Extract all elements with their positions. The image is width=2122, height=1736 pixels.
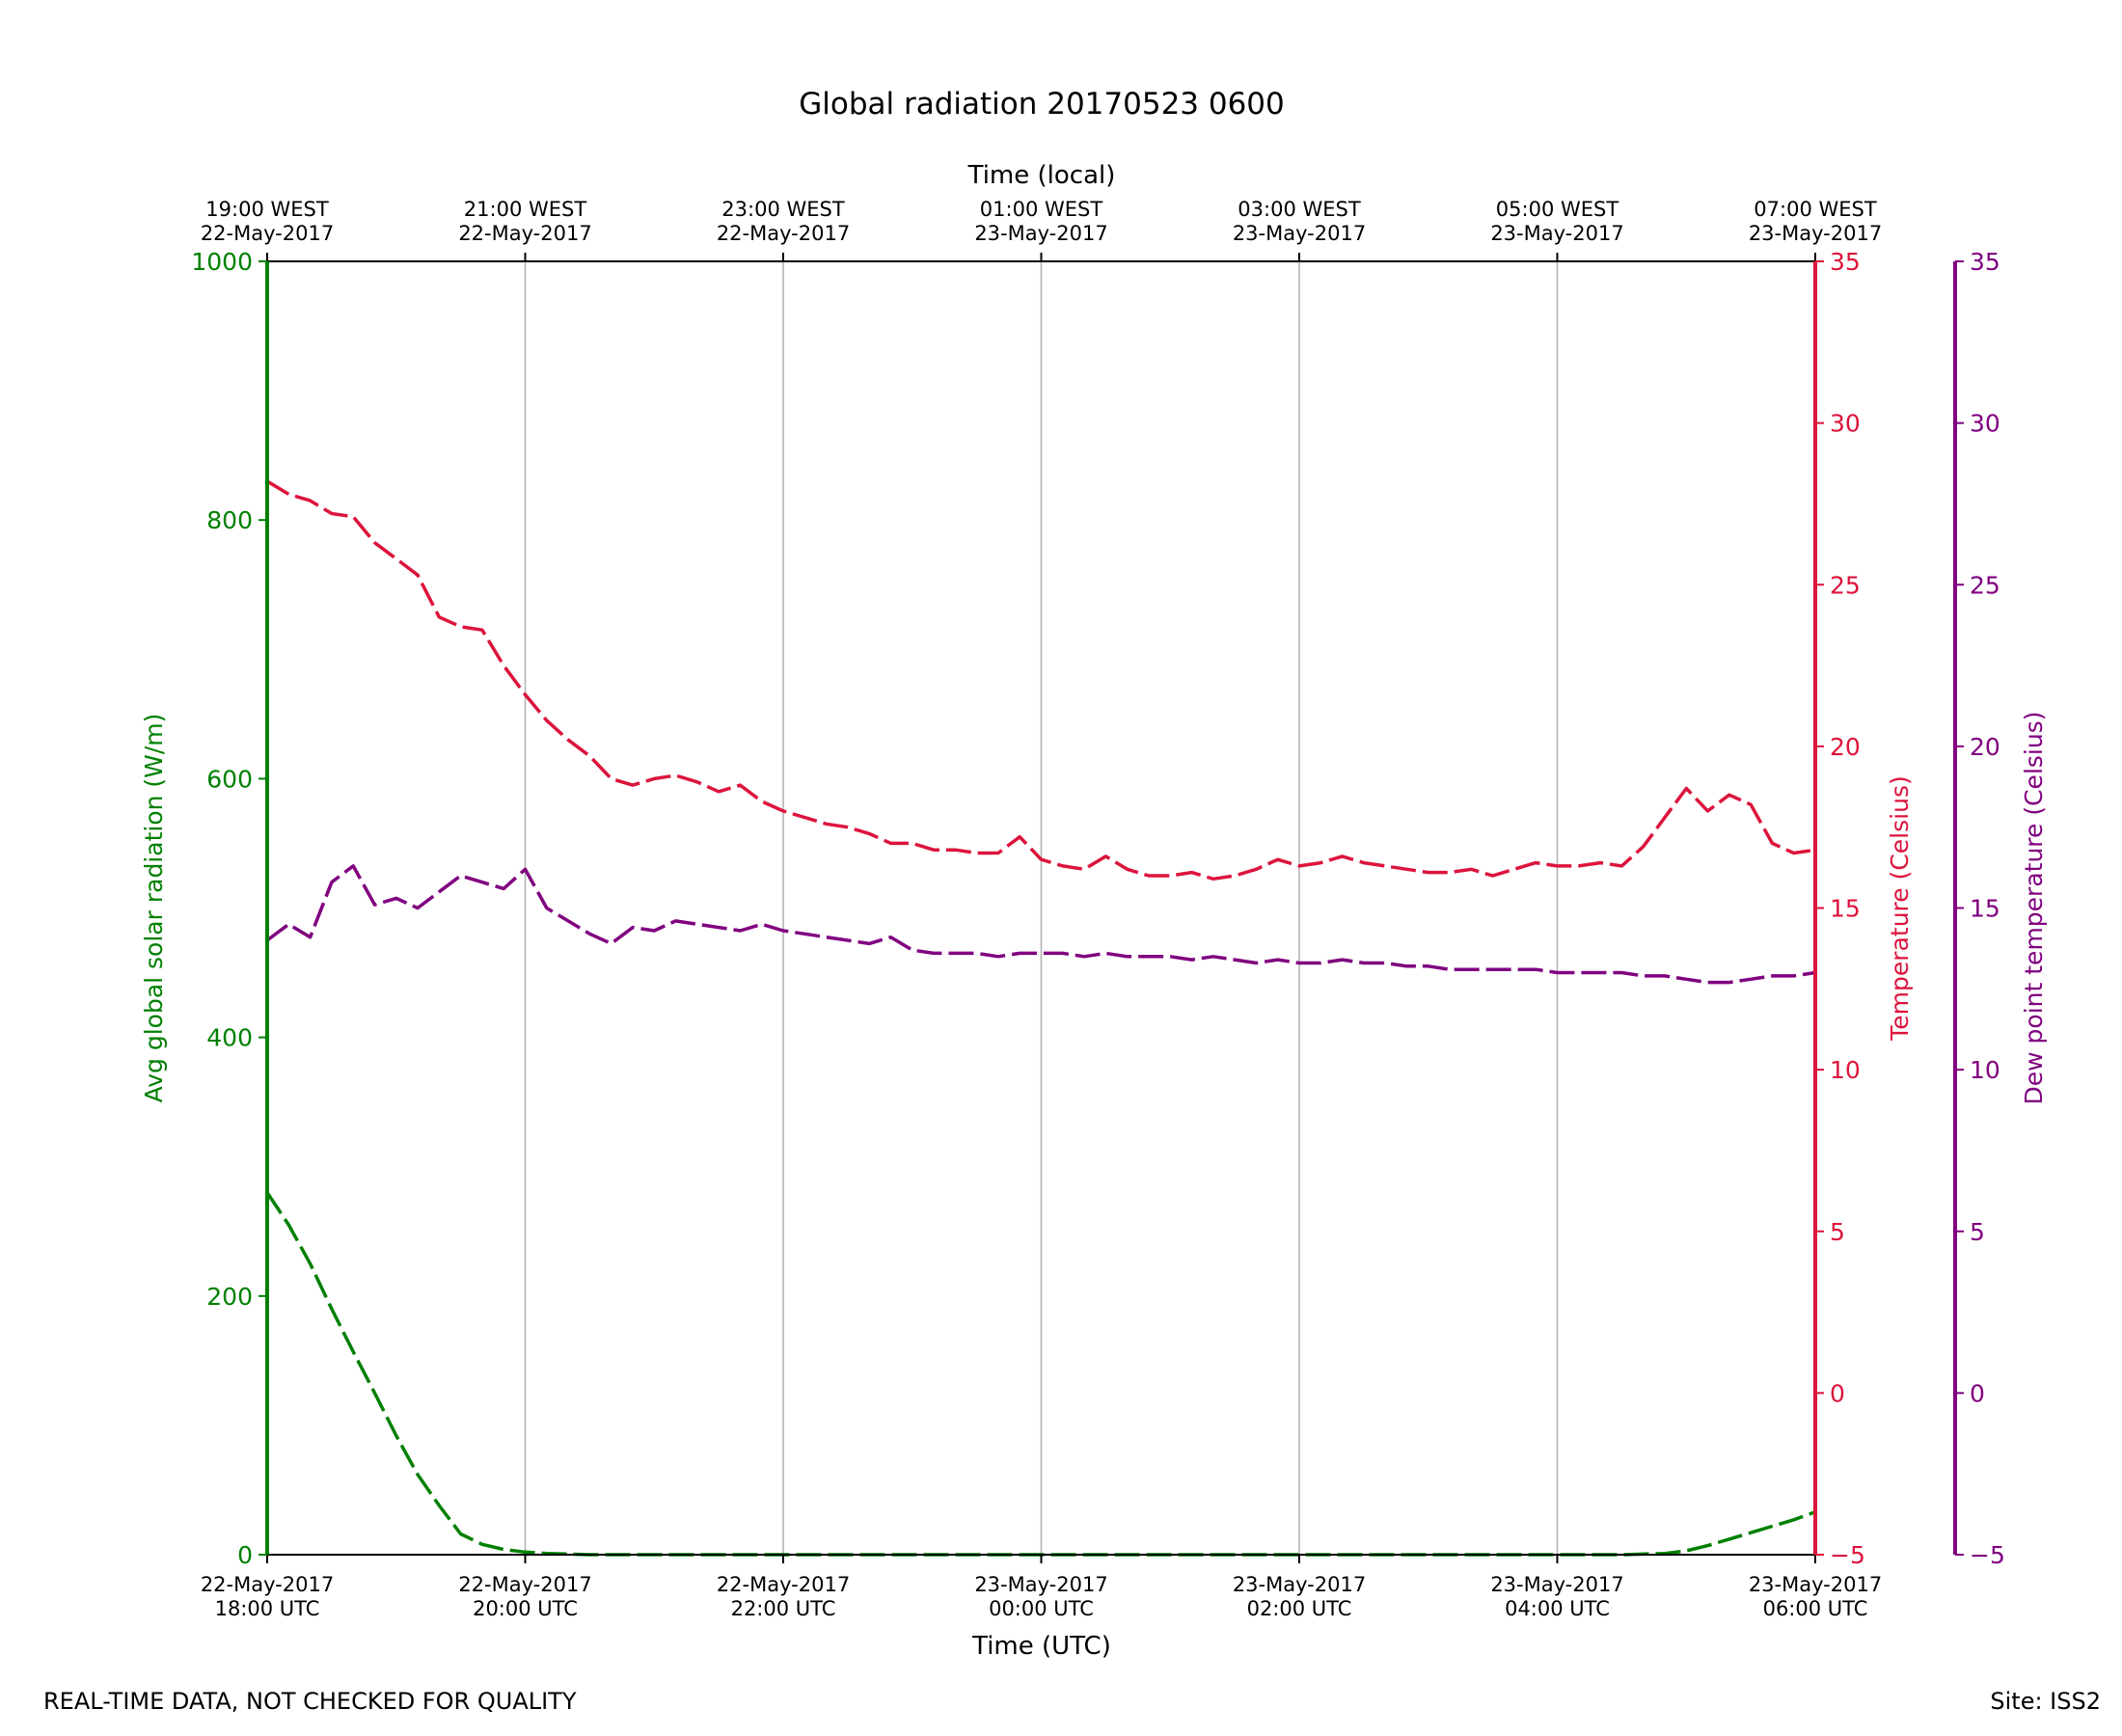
temperature-tick-label: 10	[1830, 1056, 1861, 1084]
x-tick-label-local-time: 03:00 WEST	[1238, 198, 1361, 221]
x-tick-label-utc-date: 23-May-2017	[1490, 1573, 1623, 1596]
radiation-axis-label: Avg global solar radiation (W/m)	[140, 714, 168, 1103]
temperature-tick-label: 25	[1830, 571, 1861, 599]
top-x-axis-label: Time (local)	[967, 161, 1116, 190]
x-tick-label-local-date: 22-May-2017	[201, 222, 334, 245]
x-tick-label-local-time: 19:00 WEST	[205, 198, 329, 221]
series-line-temperature	[266, 479, 1816, 882]
x-tick-label-utc-time: 22:00 UTC	[731, 1597, 836, 1620]
site-label: Site: ISS2	[1990, 1688, 2101, 1715]
temperature-tick-label: 35	[1830, 248, 1861, 276]
dewpoint-tick-label: −5	[1970, 1541, 2005, 1569]
radiation-tick-label: 0	[237, 1541, 253, 1569]
x-tick-label-utc-date: 23-May-2017	[974, 1573, 1107, 1596]
x-tick-label-utc-time: 20:00 UTC	[473, 1597, 578, 1620]
dewpoint-axis-label: Dew point temperature (Celsius)	[2020, 712, 2048, 1105]
temperature-tick-label: 30	[1830, 410, 1861, 438]
x-tick-label-local-time: 23:00 WEST	[721, 198, 845, 221]
dewpoint-tick-label: 10	[1970, 1056, 2000, 1084]
x-tick-label-utc-date: 22-May-2017	[458, 1573, 591, 1596]
dewpoint-tick-label: 35	[1970, 248, 2000, 276]
temperature-tick-label: 5	[1830, 1218, 1845, 1246]
x-tick-label-local-time: 05:00 WEST	[1496, 198, 1619, 221]
x-tick-label-local-time: 07:00 WEST	[1754, 198, 1877, 221]
x-tick-label-utc-time: 06:00 UTC	[1763, 1597, 1868, 1620]
x-tick-label-local-time: 21:00 WEST	[464, 198, 587, 221]
x-tick-label-local-date: 23-May-2017	[1233, 222, 1366, 245]
x-tick-label-local-date: 23-May-2017	[1749, 222, 1882, 245]
x-tick-label-local-date: 22-May-2017	[717, 222, 850, 245]
temperature-tick-label: 0	[1830, 1379, 1845, 1407]
grid	[524, 261, 1559, 1555]
dewpoint-tick-label: 0	[1970, 1379, 1985, 1407]
quality-disclaimer: REAL-TIME DATA, NOT CHECKED FOR QUALITY	[43, 1688, 577, 1715]
bottom-x-axis-label: Time (UTC)	[971, 1632, 1111, 1661]
x-tick-label-utc-time: 04:00 UTC	[1505, 1597, 1610, 1620]
plot-series	[265, 479, 1816, 1557]
x-tick-label-utc-time: 02:00 UTC	[1247, 1597, 1352, 1620]
x-tick-label-local-date: 22-May-2017	[458, 222, 591, 245]
temperature-tick-label: 15	[1830, 895, 1861, 923]
x-tick-label-local-date: 23-May-2017	[974, 222, 1107, 245]
dewpoint-tick-label: 5	[1970, 1218, 1985, 1246]
series-line-dewpoint	[265, 864, 1816, 985]
x-tick-label-utc-date: 23-May-2017	[1749, 1573, 1882, 1596]
radiation-tick-label: 800	[206, 506, 253, 534]
chart-title: Global radiation 20170523 0600	[799, 87, 1285, 122]
x-tick-label-utc-date: 22-May-2017	[717, 1573, 850, 1596]
x-tick-label-utc-time: 00:00 UTC	[989, 1597, 1094, 1620]
x-tick-label-utc-date: 23-May-2017	[1233, 1573, 1366, 1596]
x-tick-label-utc-date: 22-May-2017	[201, 1573, 334, 1596]
radiation-tick-label: 400	[206, 1024, 253, 1052]
dewpoint-tick-label: 20	[1970, 733, 2000, 761]
x-tick-label-utc-time: 18:00 UTC	[215, 1597, 320, 1620]
temperature-tick-label: 20	[1830, 733, 1861, 761]
dewpoint-tick-label: 30	[1970, 410, 2000, 438]
x-tick-label-local-date: 23-May-2017	[1490, 222, 1623, 245]
radiation-tick-label: 600	[206, 765, 253, 793]
dewpoint-tick-label: 15	[1970, 895, 2000, 923]
temperature-axis-label: Temperature (Celsius)	[1886, 775, 1914, 1041]
radiation-tick-label: 1000	[191, 248, 253, 276]
x-tick-label-local-time: 01:00 WEST	[980, 198, 1103, 221]
series-line-radiation	[265, 1191, 1816, 1557]
radiation-tick-label: 200	[206, 1283, 253, 1311]
temperature-tick-label: −5	[1830, 1541, 1865, 1569]
dewpoint-tick-label: 25	[1970, 571, 2000, 599]
